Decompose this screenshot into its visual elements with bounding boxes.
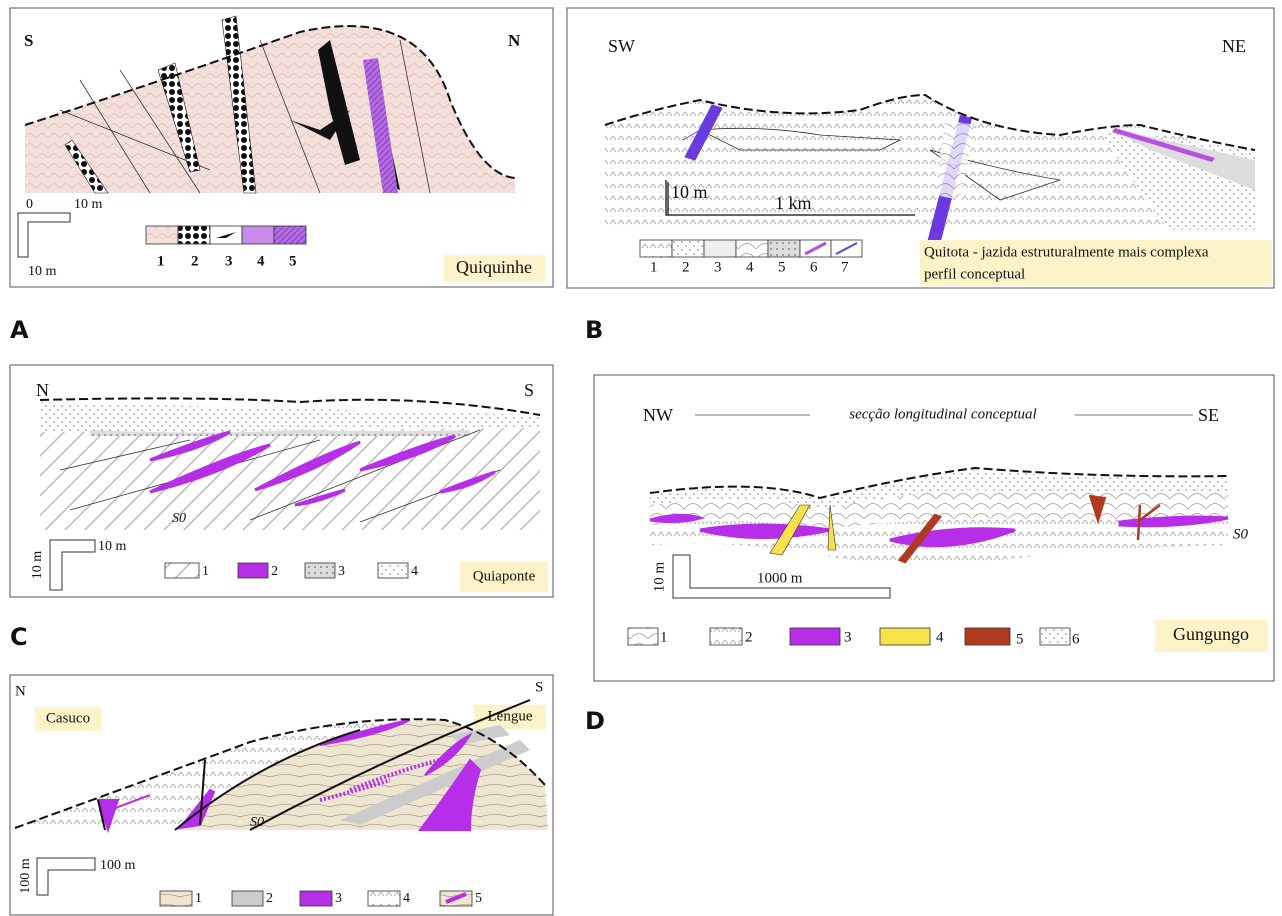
legend-swatch — [628, 628, 658, 645]
legend-label: 4 — [936, 629, 944, 645]
section-subtitle: secção longitudinal conceptual — [849, 406, 1036, 422]
legend-swatch — [238, 563, 268, 578]
legend-label: 3 — [225, 253, 233, 269]
s0-label: S0 — [172, 511, 186, 526]
site-name: Quiaponte — [473, 568, 536, 584]
legend-label: 7 — [841, 259, 849, 275]
legend-label: 4 — [746, 259, 754, 275]
legend-swatch — [274, 226, 306, 244]
direction-right: S — [524, 380, 534, 400]
legend-swatch — [710, 628, 742, 645]
legend-label: 2 — [745, 629, 753, 645]
direction-left: NW — [643, 405, 673, 425]
scale-label: 1000 m — [757, 570, 803, 586]
legend-swatch — [1040, 628, 1070, 645]
legend-label: 3 — [844, 629, 852, 645]
direction-left: N — [36, 380, 49, 400]
legend-label: 3 — [714, 259, 722, 275]
legend-swatch — [736, 240, 768, 257]
legend-label: 4 — [403, 891, 410, 906]
legend-swatch — [790, 628, 840, 645]
panel-d: NW SE secção longitudinal conceptual S0 … — [594, 375, 1274, 681]
legend-label: 5 — [1016, 631, 1024, 647]
direction-left: N — [15, 683, 26, 699]
panel-letter: C — [10, 623, 28, 651]
legend-label: 2 — [271, 564, 278, 579]
body: S N 0 10 m 10 m 1 2 3 4 5 Quiquinhe A SW… — [0, 0, 1282, 916]
legend-swatch — [300, 891, 332, 906]
legend-label: 1 — [157, 253, 165, 269]
scale-label: 10 m — [30, 551, 45, 580]
legend-swatch — [232, 891, 263, 906]
panel-letter: D — [585, 707, 605, 735]
scale-label: 10 m — [651, 561, 667, 592]
caption: Quitota - jazida estruturalmente mais co… — [924, 244, 1209, 260]
legend-swatch — [640, 240, 672, 257]
legend-swatch — [880, 628, 930, 645]
legend-swatch — [378, 563, 408, 578]
panel-e: N S Casuco Lengue S0 100 m 100 m 1 2 3 4… — [10, 675, 553, 915]
legend-swatch — [242, 226, 274, 244]
legend-label: 4 — [257, 253, 265, 269]
panel-letter: A — [10, 316, 29, 344]
scale-label: 100 m — [100, 858, 136, 873]
scale-label: 10 m — [671, 182, 708, 202]
direction-left: S — [24, 31, 33, 50]
legend-swatch — [672, 240, 704, 257]
legend-swatch — [965, 628, 1010, 645]
s0-label: S0 — [250, 815, 264, 830]
scale-label: 10 m — [28, 264, 57, 279]
scale-label: 1 km — [775, 193, 812, 213]
legend-swatch — [146, 226, 178, 244]
direction-right: N — [508, 31, 521, 50]
legend-label: 1 — [650, 259, 658, 275]
legend-swatch — [305, 563, 335, 578]
legend-label: 4 — [411, 564, 418, 579]
direction-right: NE — [1222, 36, 1246, 56]
direction-left: SW — [608, 36, 635, 56]
legend-label: 3 — [338, 564, 345, 579]
site-name: Casuco — [46, 710, 90, 726]
s0-label: S0 — [1233, 526, 1249, 542]
page: Perfis geológicos html, body { margin: 0… — [0, 0, 1282, 916]
site-name: Quiquinhe — [456, 257, 532, 277]
direction-right: S — [535, 679, 543, 695]
legend-swatch — [368, 891, 400, 906]
panel-letter: B — [585, 316, 603, 344]
figure: S N 0 10 m 10 m 1 2 3 4 5 Quiquinhe A SW… — [0, 0, 1282, 916]
legend-label: 5 — [475, 891, 482, 906]
direction-right: SE — [1198, 405, 1219, 425]
scale-label: 10 m — [74, 197, 103, 212]
legend-label: 5 — [778, 259, 786, 275]
legend-label: 5 — [289, 253, 297, 269]
legend-label: 6 — [810, 259, 818, 275]
legend-swatch — [768, 240, 800, 257]
panel-c: N S S0 10 m 10 m 1 2 3 4 Quiaponte — [10, 365, 553, 597]
legend-label: 1 — [195, 891, 202, 906]
legend-label: 2 — [191, 253, 199, 269]
legend-swatch — [178, 226, 210, 244]
site-name: Gungungo — [1173, 624, 1249, 644]
legend-swatch — [704, 240, 736, 257]
legend-swatch — [165, 563, 199, 578]
caption: perfil conceptual — [924, 266, 1025, 282]
site-name: Lengue — [488, 708, 533, 724]
scale-label: 10 m — [98, 539, 127, 554]
scale-label: 0 — [26, 197, 33, 212]
legend-label: 2 — [682, 259, 690, 275]
legend-label: 1 — [660, 629, 668, 645]
scale-label: 100 m — [18, 858, 33, 894]
panel-a: S N 0 10 m 10 m 1 2 3 4 5 Quiquinhe — [10, 8, 553, 287]
legend-label: 6 — [1072, 631, 1080, 647]
legend-label: 2 — [266, 891, 273, 906]
legend-label: 1 — [202, 564, 209, 579]
panel-b: SW NE 10 m 1 km 1 2 3 4 5 6 7 Quitota - … — [567, 8, 1274, 288]
legend-swatch — [160, 891, 192, 906]
legend-label: 3 — [335, 891, 342, 906]
